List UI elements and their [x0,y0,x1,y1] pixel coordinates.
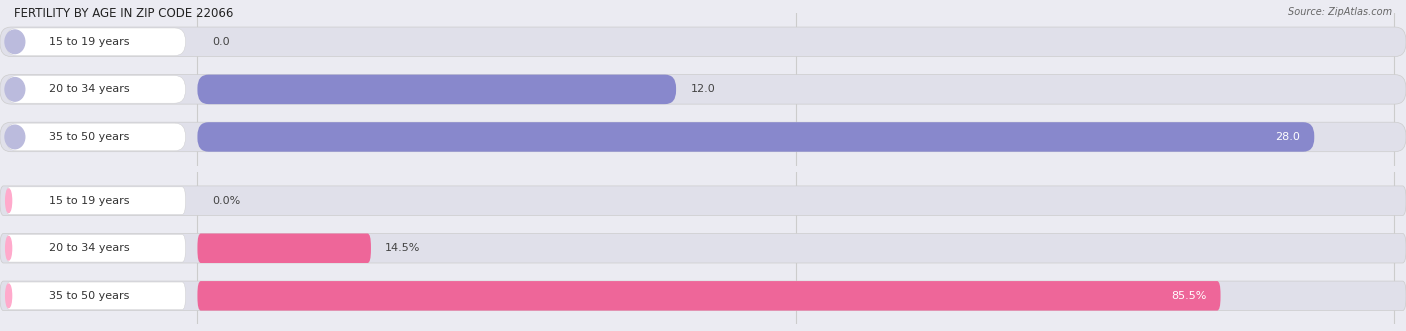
FancyBboxPatch shape [6,234,186,262]
Text: Source: ZipAtlas.com: Source: ZipAtlas.com [1288,7,1392,17]
Text: 14.5%: 14.5% [385,243,420,253]
Circle shape [6,189,11,213]
Circle shape [6,284,11,307]
FancyBboxPatch shape [0,281,1406,310]
FancyBboxPatch shape [6,187,186,214]
FancyBboxPatch shape [197,122,1315,152]
Circle shape [6,236,11,260]
Circle shape [6,77,25,101]
Circle shape [6,125,25,149]
FancyBboxPatch shape [0,186,1406,215]
Text: 12.0: 12.0 [690,84,716,94]
FancyBboxPatch shape [6,75,186,103]
Text: 0.0%: 0.0% [212,196,240,206]
FancyBboxPatch shape [0,27,1406,57]
Text: 20 to 34 years: 20 to 34 years [49,84,129,94]
Text: 35 to 50 years: 35 to 50 years [49,291,129,301]
FancyBboxPatch shape [0,122,1406,152]
Circle shape [6,30,25,54]
FancyBboxPatch shape [6,28,186,56]
FancyBboxPatch shape [197,233,371,263]
Text: 15 to 19 years: 15 to 19 years [49,196,129,206]
Text: 20 to 34 years: 20 to 34 years [49,243,129,253]
Text: FERTILITY BY AGE IN ZIP CODE 22066: FERTILITY BY AGE IN ZIP CODE 22066 [14,7,233,20]
FancyBboxPatch shape [197,74,676,104]
Text: 15 to 19 years: 15 to 19 years [49,37,129,47]
Text: 35 to 50 years: 35 to 50 years [49,132,129,142]
Text: 0.0: 0.0 [212,37,229,47]
FancyBboxPatch shape [0,74,1406,104]
FancyBboxPatch shape [0,233,1406,263]
FancyBboxPatch shape [6,282,186,309]
FancyBboxPatch shape [6,123,186,151]
Text: 85.5%: 85.5% [1171,291,1206,301]
FancyBboxPatch shape [197,281,1220,310]
Text: 28.0: 28.0 [1275,132,1301,142]
